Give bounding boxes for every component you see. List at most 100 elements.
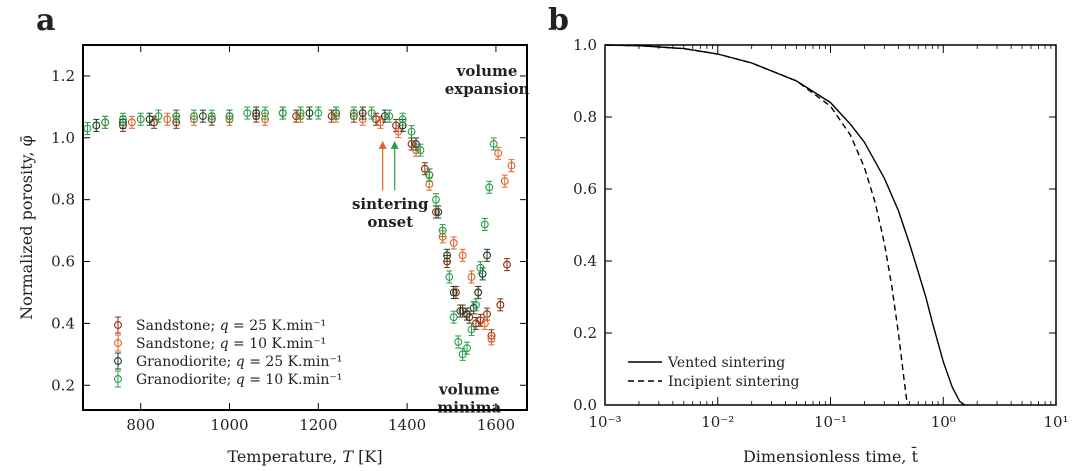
panel-a-series-0 (119, 109, 511, 343)
panel-a-x-axis-label-var: T (342, 447, 354, 466)
panel-a-data-point (463, 310, 472, 319)
panel-a-data-point (485, 183, 494, 192)
panel-b-frame (604, 44, 1057, 406)
panel-b-x-tick-label: 10⁻³ (588, 413, 621, 431)
panel-a-data-point (434, 208, 443, 216)
panel-b-legend-entry: Incipient sintering (668, 374, 799, 390)
panel-a-data-point (380, 112, 389, 121)
annotation-expansion: volume (456, 62, 518, 80)
panel-a-x-tick-label: 1600 (477, 416, 515, 434)
panel-a-x-axis-label-suffix: [K] (353, 447, 383, 466)
panel-a-data-point (398, 115, 407, 124)
panel-a-series-3 (83, 106, 498, 361)
legend-entry: Granodiorite; q = 10 K.min⁻¹ (136, 372, 342, 388)
annotation-onset: onset (367, 213, 413, 231)
panel-a-data-point (407, 127, 416, 136)
panel-a-data-point (172, 112, 181, 121)
panel-a-data-point (385, 112, 394, 121)
panel-a-data-point (458, 251, 467, 260)
annotation-minima: minima (437, 399, 501, 417)
panel-a-data-point (119, 115, 127, 124)
panel-a-data-point (425, 170, 434, 179)
panel-b-x-axis-label: Dimensionless time, t̄ (743, 445, 919, 466)
panel-a-arrows (378, 140, 399, 191)
panel-a-annotations: volumeexpansionsinteringonsetvolumeminim… (352, 62, 529, 417)
panel-a-data-point (163, 115, 172, 124)
panel-a-x-tick-label: 800 (126, 416, 155, 434)
panel-a-data-point (507, 161, 516, 170)
panel-a-data-point (358, 109, 367, 118)
panel-a-data-point (471, 300, 480, 309)
panel-a-data-point (92, 121, 101, 130)
legend-marker (114, 339, 122, 347)
panel-a-data-point (314, 109, 323, 118)
panel-a-data-point (449, 288, 458, 297)
panel-a-data-point (449, 313, 458, 322)
panel-a-data-point (296, 109, 305, 118)
panel-b-ticks: 10⁻³ 10⁻² 10⁻¹ 10⁰ 10¹ 0.0 0.2 0.4 0.6 0.8 1.0 (573, 36, 1068, 431)
panel-a-data-point (494, 149, 503, 158)
panel-a-data-point (503, 260, 511, 269)
panel-b-y-tick-label: 0.6 (573, 180, 597, 198)
panel-a-data-point (261, 109, 269, 118)
annotation-onset: sintering (352, 195, 429, 213)
panel-a-y-tick-label: 0.2 (51, 376, 75, 394)
panel-a-data-point (243, 109, 252, 118)
panel-a-data-point (445, 273, 454, 281)
panel-a-y-tick-label: 1.2 (51, 67, 75, 85)
panel-a-data-point (463, 344, 472, 353)
panel-a-data-point (332, 109, 341, 118)
panel-a-letter: a (36, 3, 55, 38)
panel-a-data-point (456, 307, 465, 315)
panel-a-data-point (438, 226, 447, 235)
panel-a-data-point (454, 337, 463, 346)
panel-a-data-point (416, 146, 425, 155)
panel-b-y-tick-label: 0.8 (573, 108, 597, 126)
panel-b-data (604, 44, 966, 406)
annotation-minima: volume (438, 381, 500, 399)
panel-a-data-point (487, 334, 496, 343)
legend-marker (114, 375, 122, 383)
panel-b-y-tick-label: 0.4 (573, 252, 597, 270)
panel-b-series-line-1 (604, 44, 908, 406)
panel-a-y-axis-label: Normalized porosity, φ̄ (17, 135, 36, 320)
panel-a-data-point (136, 115, 145, 124)
panel-a-data-point (101, 118, 110, 127)
panel-a-data-point (467, 273, 476, 281)
panel-a-data-point (432, 208, 440, 216)
panel-b: b 10⁻³ 10⁻² 10⁻¹ 10⁰ 10¹ 0.0 0.2 0.4 0.6 0.8 1.0 D… (548, 3, 1069, 466)
legend-marker (114, 321, 122, 329)
panel-a-data-point (154, 112, 163, 121)
panel-a-series-2 (92, 106, 491, 321)
panel-b-x-tick-label: 10⁰ (931, 413, 956, 431)
legend-entry: Sandstone; q = 10 K.min⁻¹ (136, 336, 326, 352)
panel-a-data-point (145, 115, 154, 124)
panel-a-data-point (190, 112, 198, 121)
panel-a-data-point (367, 109, 376, 118)
panel-b-series-line-0 (604, 44, 966, 406)
panel-a-data-point (474, 288, 483, 297)
panel-a-data-point (480, 319, 489, 328)
panel-b-x-tick-label: 10⁻² (701, 413, 734, 431)
panel-a-data-point (198, 112, 207, 121)
panel-a-legend: Sandstone; q = 25 K.min⁻¹ Sandstone; q = … (114, 316, 342, 388)
panel-a-data-point (483, 251, 491, 260)
panel-b-legend-entry: Vented sintering (667, 355, 785, 371)
legend-entry: Granodiorite; q = 25 K.min⁻¹ (136, 354, 342, 370)
panel-a-data-point (207, 112, 216, 121)
panel-a-y-tick-label: 0.8 (51, 191, 75, 209)
panel-a-series-1 (101, 109, 516, 346)
panel-a-x-tick-label: 1400 (388, 416, 426, 434)
panel-a-data-point (127, 118, 136, 127)
panel-b-y-tick-label: 0.0 (573, 396, 597, 414)
annotation-expansion: expansion (445, 80, 530, 98)
panel-b-y-tick-label: 1.0 (573, 36, 597, 54)
panel-a-data-point (443, 251, 452, 260)
panel-a-data-point (349, 109, 358, 118)
panel-b-x-tick-label: 10¹ (1043, 413, 1068, 431)
panel-a-data-point (452, 288, 460, 297)
sintering-onset-arrowhead (378, 140, 387, 149)
legend-entry: Sandstone; q = 25 K.min⁻¹ (136, 318, 326, 334)
panel-b-y-tick-label: 0.2 (573, 324, 597, 342)
